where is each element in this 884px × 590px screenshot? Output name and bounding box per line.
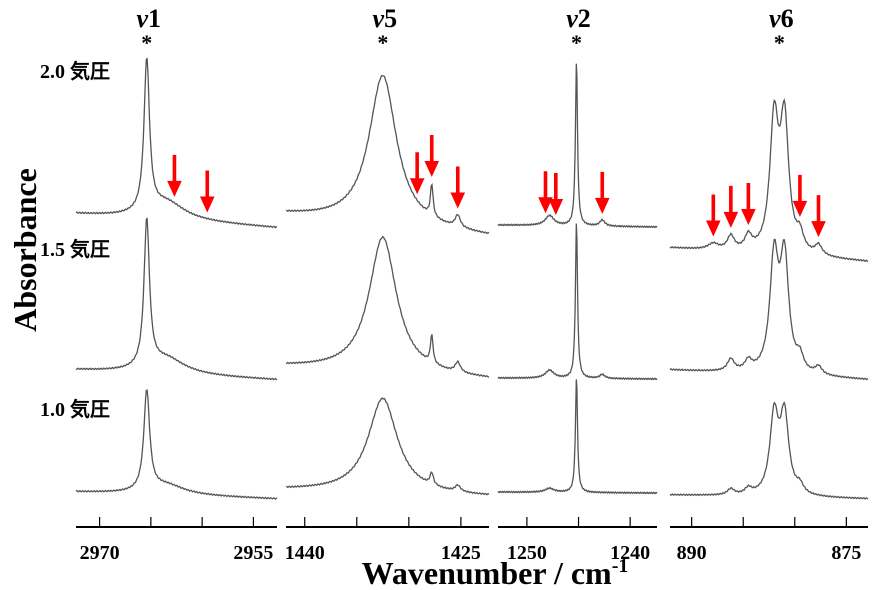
red-arrow-1-0: [167, 154, 182, 197]
spectrum-trace-1-0: [75, 57, 278, 229]
peak-star-1: *: [141, 30, 152, 55]
x-axis-label-text: Wavenumber / cm: [362, 555, 612, 590]
spectrum-trace-2-2: [497, 379, 658, 495]
mode-number: 6: [781, 4, 794, 33]
spectrum-trace-1-2: [75, 389, 278, 500]
x-axis-label: Wavenumber / cm-1: [362, 555, 629, 590]
mode-label-5: ν5: [373, 4, 398, 33]
peak-star-6: *: [774, 30, 785, 55]
x-tick-label-890: 890: [677, 542, 707, 564]
x-tick-label-1440: 1440: [285, 542, 325, 564]
spectrum-trace-6-2: [669, 401, 869, 500]
red-arrow-2-2: [594, 171, 610, 214]
red-arrow-5-0: [409, 152, 425, 195]
mode-number: 2: [578, 4, 591, 33]
x-tick-label-2955: 2955: [233, 542, 273, 564]
mode-number: 5: [384, 4, 397, 33]
red-arrow-2-1: [548, 173, 564, 216]
pressure-label-2.0: 2.0 気圧: [40, 59, 110, 83]
mode-symbol: ν: [373, 4, 385, 33]
spectrum-trace-5-1: [285, 235, 490, 378]
red-arrow-2-0: [538, 171, 553, 214]
red-arrow-5-2: [450, 166, 466, 209]
x-tick-label-2970: 2970: [80, 542, 120, 564]
x-tick-label-1240: 1240: [610, 542, 650, 564]
mode-label-2: ν2: [566, 4, 591, 33]
mode-symbol: ν: [566, 4, 578, 33]
red-arrow-6-1: [723, 185, 739, 228]
spectrum-trace-2-0: [497, 63, 658, 229]
peak-star-5: *: [377, 30, 388, 55]
y-axis-label: Absorbance: [7, 168, 43, 332]
spectrum-trace-1-1: [75, 217, 278, 381]
red-arrow-5-1: [424, 135, 440, 178]
mode-label-6: ν6: [769, 4, 794, 33]
mode-number: 1: [148, 4, 161, 33]
mode-symbol: ν: [769, 4, 781, 33]
spectrum-trace-5-0: [285, 74, 490, 235]
pressure-label-1.5: 1.5 気圧: [40, 237, 110, 261]
spectrum-trace-5-2: [286, 397, 490, 496]
red-arrow-6-2: [741, 183, 756, 226]
x-tick-label-1425: 1425: [441, 542, 481, 564]
red-arrow-1-1: [199, 170, 215, 213]
red-arrow-6-4: [811, 195, 826, 238]
mode-label-1: ν1: [136, 4, 161, 33]
spectrum-trace-6-1: [669, 238, 869, 381]
spectrum-trace-2-1: [497, 223, 658, 381]
peak-star-2: *: [571, 30, 582, 55]
x-tick-label-1250: 1250: [507, 542, 547, 564]
red-arrow-6-0: [706, 194, 721, 237]
pressure-label-1.0: 1.0 気圧: [40, 397, 110, 421]
x-tick-label-875: 875: [831, 542, 861, 564]
x-axis-label-sup: -1: [612, 555, 629, 577]
spectrum-trace-6-0: [669, 97, 869, 263]
red-arrow-6-3: [792, 174, 808, 217]
mode-symbol: ν: [136, 4, 148, 33]
